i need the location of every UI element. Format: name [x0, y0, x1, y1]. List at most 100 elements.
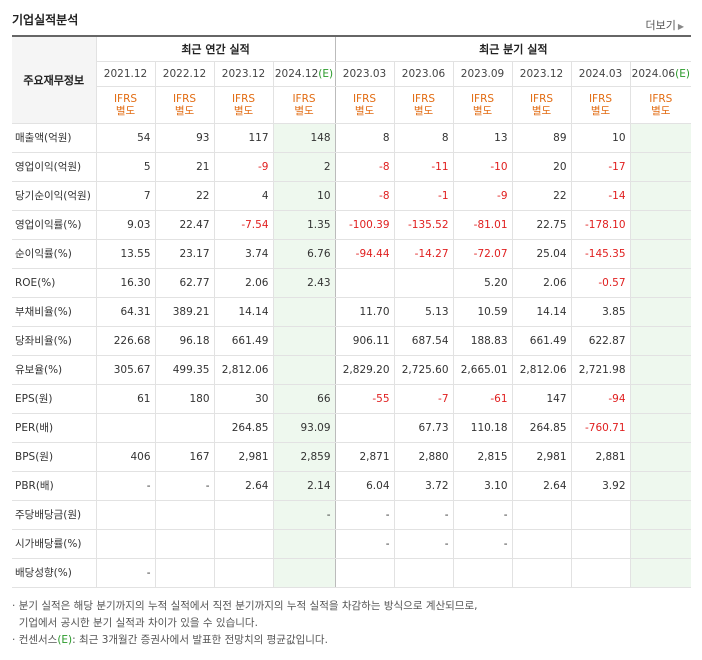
table-cell: 22 [154, 180, 215, 211]
row-label: 영업이익률(%) [12, 209, 97, 240]
row-label: 유보율(%) [12, 354, 97, 385]
table-cell: 14.14 [511, 296, 572, 327]
table-cell [629, 296, 692, 327]
period-date: 2021.12 [103, 67, 148, 80]
table-cell: 11.70 [334, 296, 395, 327]
table-cell [629, 412, 692, 443]
table-cell [570, 499, 631, 530]
table-cell: - [154, 470, 215, 501]
table-cell: 3.74 [213, 238, 274, 269]
table-cell: -0.57 [570, 267, 631, 298]
table-cell: 188.83 [452, 325, 513, 356]
table-cell: 61 [95, 383, 156, 414]
footnote-1: · 분기 실적은 해당 분기까지의 누적 실적에서 직전 분기까지의 누적 실적… [12, 600, 478, 612]
table-cell: 2,880 [393, 441, 454, 472]
table-cell: - [393, 499, 454, 530]
table-cell: 22 [511, 180, 572, 211]
table-cell: -135.52 [393, 209, 454, 240]
table-cell: 264.85 [213, 412, 274, 443]
table-cell [154, 412, 215, 443]
chevron-right-icon: ▶ [677, 22, 684, 31]
period-header: 2023.03 [334, 60, 395, 87]
table-cell: -14 [570, 180, 631, 211]
table-cell: 389.21 [154, 296, 215, 327]
ifrs-badge: IFRS 별도 [511, 85, 572, 124]
ifrs-badge: IFRS 별도 [96, 85, 156, 124]
table-cell: 67.73 [393, 412, 454, 443]
row-label: ROE(%) [12, 267, 97, 298]
table-cell [629, 122, 692, 153]
table-cell: 147 [511, 383, 572, 414]
table-cell: - [334, 528, 395, 559]
row-label: 시가배당률(%) [12, 528, 97, 559]
table-cell: 66 [272, 383, 336, 414]
period-header: 2021.12 [96, 60, 156, 87]
table-cell: -760.71 [570, 412, 631, 443]
more-link[interactable]: 더보기 ▶ [645, 17, 684, 33]
table-cell [95, 528, 156, 559]
period-date: 2022.12 [162, 67, 207, 80]
table-cell [272, 354, 336, 385]
table-row: 시가배당률(%) - - - [12, 528, 692, 559]
table-cell [154, 528, 215, 559]
ifrs-badge: IFRS 별도 [570, 85, 631, 124]
table-cell: 906.11 [334, 325, 395, 356]
period-header: 2024.12(E) [272, 60, 336, 87]
table-cell: 7 [95, 180, 156, 211]
table-cell: 661.49 [213, 325, 274, 356]
table-cell [393, 557, 454, 588]
table-cell [334, 557, 395, 588]
table-cell: 2.14 [272, 470, 336, 501]
table-cell: 5 [95, 151, 156, 182]
table-cell [154, 499, 215, 530]
table-row: 당좌비율(%) 226.68 96.18 661.49 906.11 687.54 188.… [12, 325, 692, 356]
table-cell [629, 151, 692, 182]
section-title: 기업실적분석 [12, 13, 79, 27]
table-cell [629, 209, 692, 240]
table-cell: -7.54 [213, 209, 274, 240]
table-cell: 5.13 [393, 296, 454, 327]
table-cell: 2,725.60 [393, 354, 454, 385]
table-row: 당기순이익(억원) 7 22 4 10 -8 -1 -9 22 -14 [12, 180, 692, 211]
table-cell: - [95, 470, 156, 501]
table-cell: 2,665.01 [452, 354, 513, 385]
table-cell: 264.85 [511, 412, 572, 443]
table-cell: 226.68 [95, 325, 156, 356]
table-cell: -178.10 [570, 209, 631, 240]
table-cell: 21 [154, 151, 215, 182]
table-cell: 2.43 [272, 267, 336, 298]
table-cell [95, 499, 156, 530]
table-cell: -1 [393, 180, 454, 211]
table-cell: 2,881 [570, 441, 631, 472]
table-cell: -145.35 [570, 238, 631, 269]
table-cell: 4 [213, 180, 274, 211]
ifrs-badge: IFRS 별도 [629, 85, 692, 124]
more-link-label[interactable]: 더보기 [645, 19, 676, 32]
table-row: BPS(원) 406 167 2,981 2,859 2,871 2,880 2,815 2,9… [12, 441, 692, 472]
table-cell [272, 557, 336, 588]
table-cell: 117 [213, 122, 274, 153]
table-cell: 1.35 [272, 209, 336, 240]
period-header: 2023.12 [511, 60, 572, 87]
table-cell: 2,981 [213, 441, 274, 472]
table-cell: - [95, 557, 156, 588]
table-cell: 93 [154, 122, 215, 153]
table-cell [272, 325, 336, 356]
table-cell [452, 557, 513, 588]
table-row: PBR(배) - -2.64 2.14 6.04 3.72 3.10 2.64 3.92 [12, 470, 692, 501]
row-label: 주당배당금(원) [12, 499, 97, 530]
table-cell: 622.87 [570, 325, 631, 356]
footnote-2: · 컨센서스(E): 최근 3개월간 증권사에서 발표한 전망치의 평균값입니다… [12, 634, 328, 646]
table-cell: 2,981 [511, 441, 572, 472]
table-cell [272, 528, 336, 559]
table-cell [629, 499, 692, 530]
table-row: ROE(%) 16.30 62.77 2.06 2.43 5.20 2.06 -0.57 [12, 267, 692, 298]
table-cell: 2,829.20 [334, 354, 395, 385]
table-cell: 8 [334, 122, 395, 153]
table-cell: 10 [272, 180, 336, 211]
period-date: 2023.06 [401, 67, 446, 80]
table-cell: 6.04 [334, 470, 395, 501]
table-cell: - [452, 528, 513, 559]
table-cell: - [272, 499, 336, 530]
ifrs-badge: IFRS 별도 [452, 85, 513, 124]
